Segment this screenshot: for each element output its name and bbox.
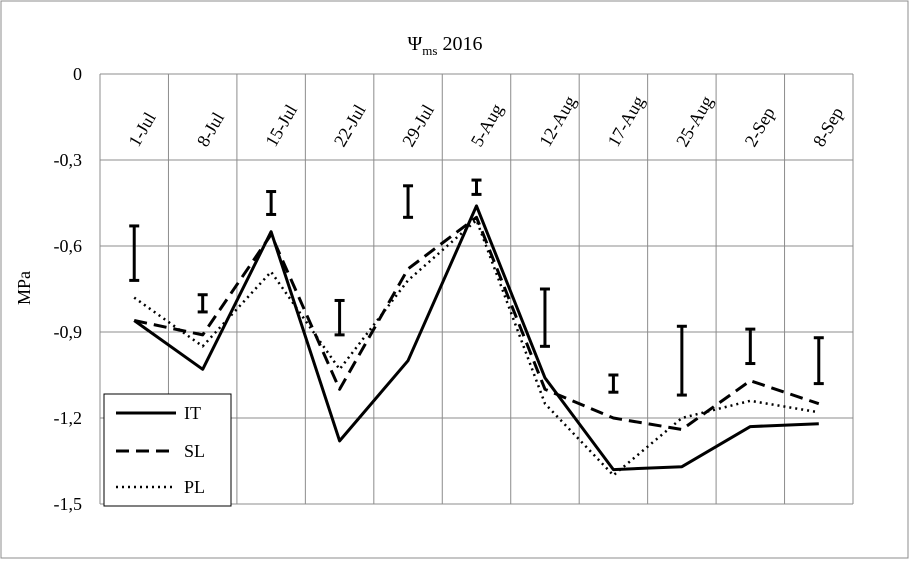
error-bar bbox=[608, 373, 619, 394]
error-bar bbox=[745, 327, 756, 366]
series-line-sl bbox=[133, 215, 820, 431]
y-tick-labels: 0 -0,3 -0,6 -0,9 -1,2 -1,5 bbox=[54, 64, 83, 514]
error-bar bbox=[334, 298, 345, 337]
chart-title: Ψms 2016 bbox=[408, 33, 483, 58]
error-bar bbox=[129, 224, 140, 282]
y-tick-label: -0,6 bbox=[54, 236, 83, 256]
error-bar bbox=[197, 293, 208, 314]
y-tick-label: -0,3 bbox=[54, 150, 83, 170]
series-line-pl bbox=[133, 218, 820, 477]
error-bar bbox=[471, 178, 482, 196]
legend-label-it: IT bbox=[184, 403, 201, 423]
y-tick-label: 0 bbox=[73, 64, 82, 84]
series-line-it bbox=[133, 204, 819, 472]
y-tick-label: -0,9 bbox=[54, 322, 83, 342]
legend: IT SL PL bbox=[103, 393, 232, 507]
error-bar bbox=[813, 336, 824, 386]
series-lines bbox=[133, 204, 820, 477]
legend-label-sl: SL bbox=[184, 441, 205, 461]
y-tick-label: -1,2 bbox=[54, 408, 83, 428]
legend-label-pl: PL bbox=[184, 477, 205, 497]
grid bbox=[99, 73, 854, 505]
error-bars bbox=[129, 178, 824, 397]
error-bar bbox=[676, 324, 687, 397]
error-bar bbox=[403, 184, 414, 219]
y-axis-label: MPa bbox=[14, 271, 34, 305]
error-bar bbox=[539, 287, 550, 348]
error-bar bbox=[266, 190, 277, 216]
y-tick-label: -1,5 bbox=[54, 494, 83, 514]
